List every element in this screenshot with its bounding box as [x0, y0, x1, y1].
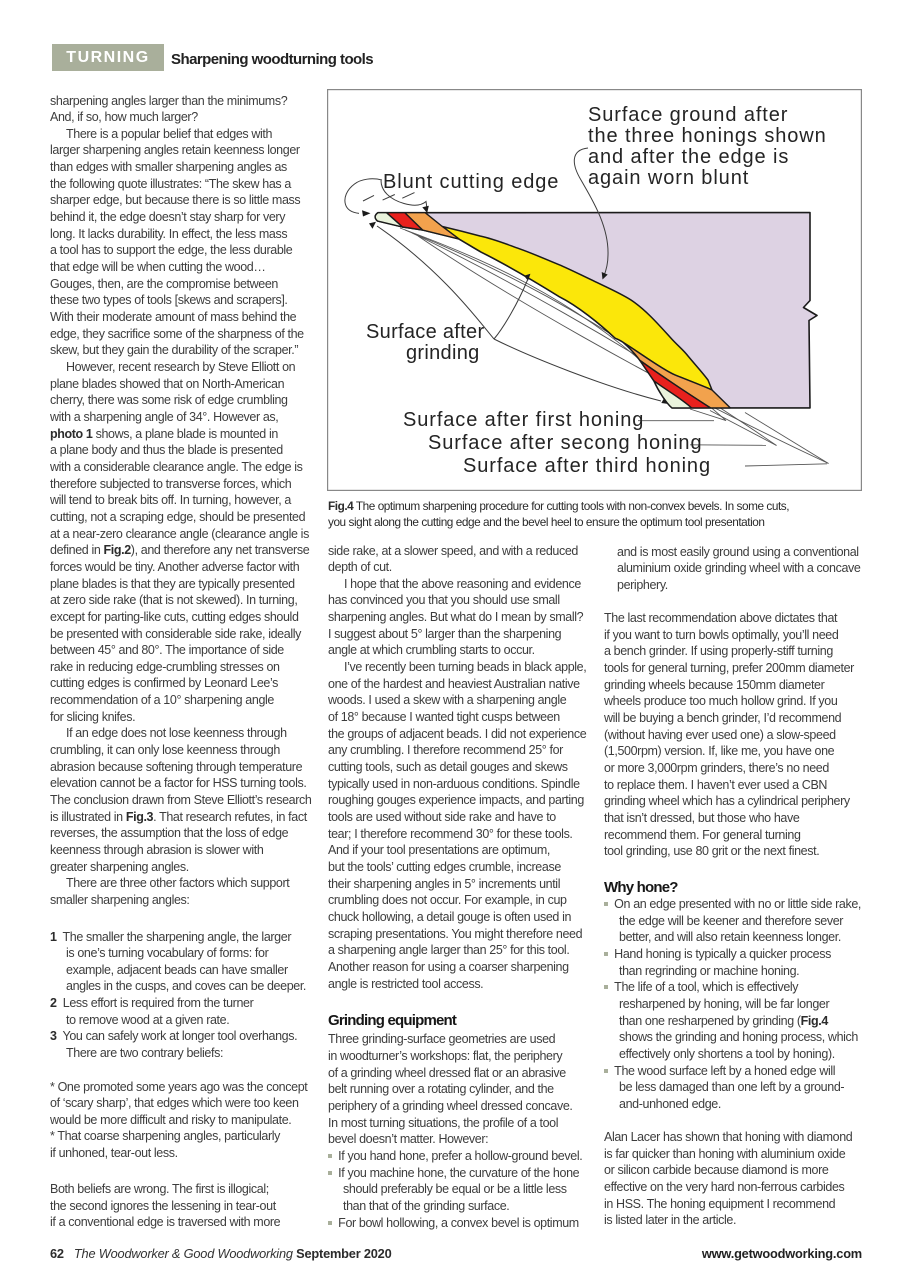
svg-text:Surface ground after: Surface ground after: [588, 104, 788, 126]
svg-text:Blunt cutting edge: Blunt cutting edge: [383, 171, 559, 193]
svg-text:Surface after third honing: Surface after third honing: [463, 455, 711, 477]
svg-text:grinding: grinding: [406, 342, 480, 364]
svg-text:the three honings shown: the three honings shown: [588, 125, 827, 147]
svg-text:Surface after: Surface after: [366, 321, 484, 343]
svg-text:again worn blunt: again worn blunt: [588, 167, 749, 189]
svg-text:Surface after first honing: Surface after first honing: [403, 409, 644, 431]
svg-text:Surface after secong honing: Surface after secong honing: [428, 432, 702, 454]
svg-text:and after the edge is: and after the edge is: [588, 146, 789, 168]
